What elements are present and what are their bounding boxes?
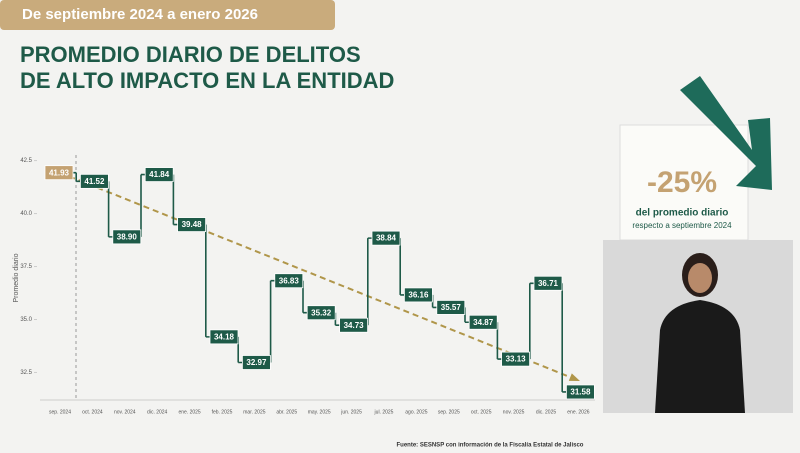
y-tick-label: 37.5: [20, 264, 32, 270]
x-tick-label: jul. 2025: [374, 409, 394, 415]
value-box: [468, 314, 498, 330]
value-box: [144, 167, 174, 182]
value-label: 32.97: [246, 358, 267, 367]
x-tick-label: ene. 2025: [178, 409, 200, 415]
value-box: [241, 355, 271, 370]
value-label: 36.71: [538, 279, 559, 288]
value-box: [44, 165, 74, 181]
y-axis-label: Promedio diario: [13, 253, 20, 302]
value-label: 38.84: [376, 234, 397, 243]
value-label: 34.87: [473, 318, 494, 327]
x-tick-label: dic. 2025: [536, 409, 557, 415]
value-box: [501, 351, 531, 367]
x-tick-label: ene. 2026: [567, 409, 589, 415]
y-tick-label: 40.0: [20, 211, 32, 217]
x-tick-label: dic. 2024: [147, 409, 168, 415]
value-box: [533, 275, 563, 291]
value-label: 41.52: [84, 177, 105, 186]
value-label: 41.93: [49, 168, 70, 177]
value-box: [274, 273, 304, 289]
x-tick-label: mar. 2025: [243, 409, 265, 415]
value-label: 34.73: [344, 321, 365, 330]
source: Fuente: SESNSP con información de la Fis…: [397, 443, 584, 449]
value-box: [209, 329, 239, 345]
value-label: 41.84: [149, 170, 170, 179]
x-tick-label: nov. 2024: [114, 409, 136, 415]
plot: 42.5 40.0 37.5 35.0 32.5 41.93 sep. 2024 41.52 o…: [20, 155, 595, 415]
value-box: [177, 217, 207, 232]
value-box: [371, 230, 401, 246]
x-tick-label: nov. 2025: [503, 409, 525, 415]
trend-arrowhead: [568, 373, 580, 382]
value-box: [339, 317, 369, 333]
y-tick-label: 35.0: [20, 317, 32, 323]
x-tick-label: ago. 2025: [405, 409, 427, 415]
value-box: [403, 287, 433, 303]
value-label: 31.58: [570, 388, 591, 397]
interpreter-body: [655, 300, 745, 413]
value-box: [306, 305, 336, 321]
value-label: 33.13: [506, 355, 527, 364]
value-box: [436, 300, 466, 315]
x-tick-label: sep. 2025: [438, 409, 460, 415]
interpreter-face: [688, 263, 712, 293]
x-tick-label: feb. 2025: [212, 409, 233, 415]
value-label: 39.48: [182, 220, 203, 229]
value-label: 35.32: [311, 308, 332, 317]
y-tick-label: 32.5: [20, 370, 32, 376]
badge: [0, 0, 335, 30]
y-tick-label: 42.5: [20, 158, 32, 164]
x-tick-label: sep. 2024: [49, 409, 71, 415]
value-box: [112, 229, 142, 245]
value-label: 36.83: [279, 276, 300, 285]
x-tick-label: oct. 2024: [82, 409, 103, 415]
x-tick-label: abr. 2025: [276, 409, 297, 415]
value-label: 35.57: [441, 303, 462, 312]
callout-text: respecto a septiembre 2024: [632, 221, 732, 230]
value-box: [80, 173, 109, 189]
value-label: 34.18: [214, 332, 235, 341]
trend-line: [59, 171, 575, 380]
callout-box: [619, 124, 749, 241]
callout-text: del promedio diario: [636, 208, 729, 219]
value-box: [566, 384, 595, 400]
down-arrow: [680, 76, 772, 190]
x-tick-label: oct. 2025: [471, 409, 492, 415]
callout-value: -25%: [647, 166, 717, 199]
title: DE ALTO IMPACTO EN LA ENTIDAD: [20, 68, 394, 93]
x-tick-label: may. 2025: [308, 409, 331, 415]
x-tick-label: jun. 2025: [340, 409, 362, 415]
value-label: 36.16: [408, 291, 429, 300]
value-label: 38.90: [117, 232, 138, 241]
badge-text: De septiembre 2024 a enero 2026: [22, 6, 258, 23]
title: PROMEDIO DIARIO DE DELITOS: [20, 42, 361, 67]
